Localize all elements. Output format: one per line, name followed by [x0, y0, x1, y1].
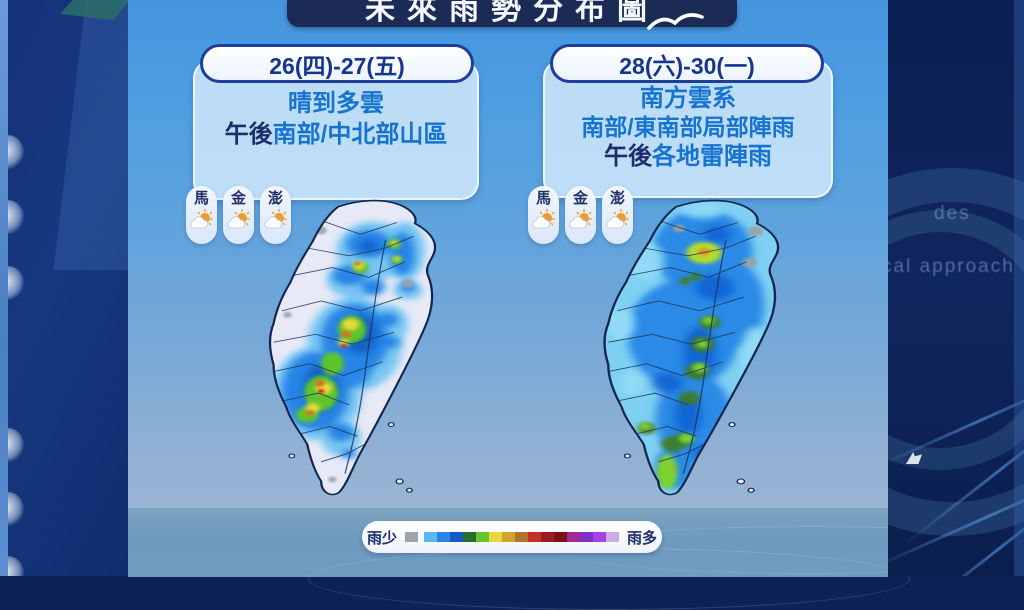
island-label: 金 [230, 190, 246, 207]
swirl-shape [8, 200, 24, 234]
partly-cloudy-icon [226, 209, 250, 229]
island-pill-matsu: 馬 [186, 186, 217, 244]
left-band-teal-shape [60, 0, 128, 20]
partly-cloudy-icon [263, 209, 287, 229]
date-pill-left: 26(四)-27(五) [200, 44, 474, 83]
offshore-islands-right: 馬 金 澎 [528, 186, 633, 244]
forecast-right-line2: 南部/東南部局部陣雨 [581, 114, 795, 140]
studio-left-edge-strip [0, 0, 8, 576]
island-pill-kinmen: 金 [565, 186, 596, 244]
forecast-right-line1: 南方雲系 [640, 85, 736, 112]
swirl-shape [8, 556, 24, 576]
island-pill-matsu: 馬 [528, 186, 559, 244]
studio-right-edge-highlight [1014, 0, 1024, 576]
island-pill-penghu: 澎 [260, 186, 291, 244]
page-title: 未來雨勢分布圖 [365, 0, 659, 26]
partly-cloudy-icon [531, 209, 555, 229]
offshore-islets [623, 422, 755, 493]
legend-swatch [463, 532, 476, 542]
island-label: 澎 [609, 190, 625, 207]
island-label: 馬 [535, 190, 551, 207]
offshore-islands-left: 馬 金 澎 [186, 186, 291, 244]
forecast-panel-right: 南方雲系 南部/東南部局部陣雨 午後各地雷陣雨 [543, 60, 833, 198]
island-label: 澎 [267, 190, 283, 207]
swirl-shape [8, 428, 24, 462]
legend-swatch [554, 532, 567, 542]
studio-right-band: des cal approach [888, 0, 1024, 576]
legend-swatch [489, 532, 502, 542]
swirl-shape [8, 266, 24, 300]
legend-swatch [437, 532, 450, 542]
swirl-shape [8, 492, 24, 526]
island-pill-penghu: 澎 [602, 186, 633, 244]
gull-swoosh-icon [647, 13, 704, 30]
legend-swatch [606, 532, 619, 542]
legend-swatch [567, 532, 580, 542]
forecast-right-line3-rest: 各地雷陣雨 [652, 143, 772, 170]
title-banner: 未來雨勢分布圖 [287, 0, 737, 27]
forecast-left-line2-rest: 南部/中北部山區 [272, 121, 448, 148]
legend-low-label: 雨少 [366, 529, 397, 547]
legend-color-bar [424, 532, 619, 542]
rainfall-overlay [605, 202, 771, 490]
legend-swatch [593, 532, 606, 542]
legend-swatch [476, 532, 489, 542]
partly-cloudy-icon [568, 209, 592, 229]
county-borders [273, 220, 414, 474]
partly-cloudy-icon [605, 209, 629, 229]
forecast-right-line3: 午後各地雷陣雨 [604, 142, 772, 171]
date-pill-right: 28(六)-30(一) [550, 44, 824, 83]
legend-swatch [450, 532, 463, 542]
legend-swatch [515, 532, 528, 542]
island-label: 金 [572, 190, 588, 207]
studio-left-band [8, 0, 128, 576]
rain-legend: 雨少 雨多 [362, 521, 662, 553]
island-pill-kinmen: 金 [223, 186, 254, 244]
legend-swatch [541, 532, 554, 542]
offshore-islets [243, 340, 413, 493]
legend-swatch [424, 532, 437, 542]
forecast-left-line2: 午後南部/中北部山區 [225, 119, 448, 150]
legend-swatch [405, 532, 418, 542]
taiwan-outline [268, 199, 437, 496]
legend-swatch [502, 532, 515, 542]
rain-map-right [603, 199, 780, 496]
backdrop-text: des [934, 203, 971, 224]
legend-high-label: 雨多 [627, 529, 658, 547]
island-label: 馬 [193, 190, 209, 207]
forecast-left-line2-prefix: 午後 [224, 121, 273, 148]
backdrop-text: cal approach [888, 256, 1015, 277]
partly-cloudy-icon [189, 209, 213, 229]
county-borders [608, 220, 756, 474]
taiwan-outline [603, 199, 780, 496]
forecast-left-line1: 晴到多雲 [288, 90, 384, 117]
rain-map-left [243, 199, 437, 496]
left-band-glass-pane [53, 0, 128, 270]
swirl-shape [8, 135, 24, 169]
legend-swatch [580, 532, 593, 542]
legend-swatch [528, 532, 541, 542]
forecast-right-line3-prefix: 午後 [604, 143, 652, 170]
